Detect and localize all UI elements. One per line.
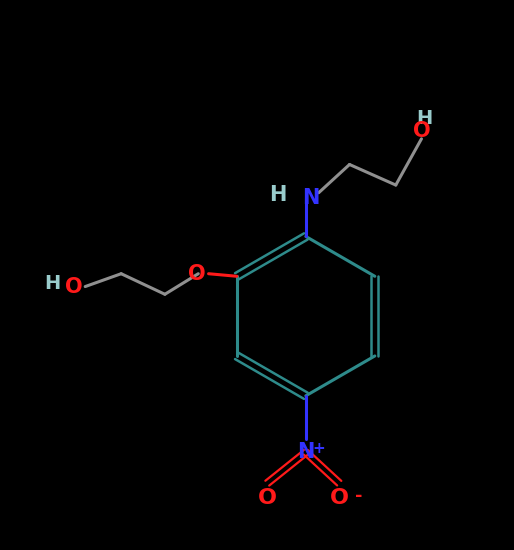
Text: N: N	[302, 188, 320, 208]
Text: O: O	[258, 488, 277, 508]
Text: O: O	[413, 121, 430, 141]
Text: O: O	[65, 277, 83, 296]
Text: H: H	[269, 185, 286, 205]
Text: H: H	[44, 274, 61, 294]
Text: O: O	[188, 263, 206, 284]
Text: H: H	[416, 109, 432, 128]
Text: O: O	[330, 488, 348, 508]
Text: +: +	[313, 441, 325, 455]
Text: -: -	[355, 487, 362, 505]
Text: N: N	[297, 442, 315, 462]
